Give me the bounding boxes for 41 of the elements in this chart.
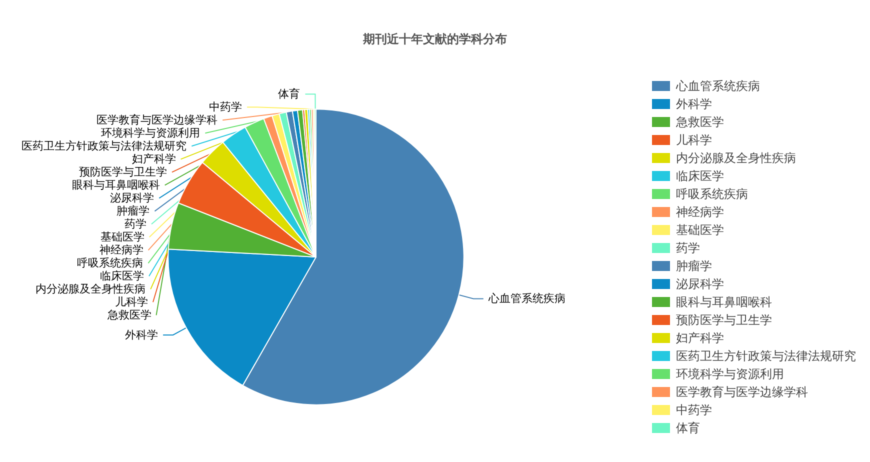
slice-label: 预防医学与卫生学 (78, 166, 167, 179)
slice-label: 环境科学与资源利用 (101, 126, 200, 140)
legend-label: 预防医学与卫生学 (676, 313, 772, 327)
slice-label: 儿科学 (114, 296, 148, 309)
legend-label: 外科学 (676, 97, 712, 111)
legend-label: 体育 (676, 421, 700, 435)
legend-label: 心血管系统疾病 (675, 79, 760, 93)
legend-label: 肿瘤学 (676, 259, 712, 273)
legend-label: 泌尿科学 (676, 277, 724, 291)
legend-label: 医学教育与医学边缘学科 (676, 385, 808, 399)
legend-label: 临床医学 (676, 169, 724, 183)
slice-label: 眼科与耳鼻咽喉科 (72, 178, 160, 192)
slice-label: 急救医学 (106, 308, 152, 322)
slice-label: 心血管系统疾病 (487, 292, 566, 306)
slice-label: 基础医学 (100, 230, 144, 244)
slice-label: 妇产科学 (132, 152, 176, 166)
legend-label: 中药学 (676, 403, 712, 417)
slice-label: 中药学 (209, 100, 242, 114)
legend-label: 神经病学 (676, 205, 724, 219)
slice-label: 临床医学 (100, 270, 144, 283)
legend-label: 环境科学与资源利用 (676, 367, 784, 381)
slice-label: 药学 (124, 218, 146, 231)
slice-label: 泌尿科学 (110, 192, 154, 205)
legend-label: 医药卫生方针政策与法律法规研究 (676, 349, 856, 363)
legend-label: 眼科与耳鼻咽喉科 (676, 295, 772, 309)
legend-label: 药学 (676, 241, 700, 255)
legend-label: 妇产科学 (676, 331, 724, 345)
legend-label: 基础医学 (676, 223, 724, 237)
legend-label: 内分泌腺及全身性疾病 (676, 151, 796, 165)
slice-label: 医学教育与医学边缘学科 (96, 114, 218, 127)
slice-label: 神经病学 (99, 244, 144, 257)
slice-label: 外科学 (125, 328, 158, 342)
chart-title: 期刊近十年文献的学科分布 (362, 32, 507, 46)
legend-label: 急救医学 (675, 115, 724, 129)
slice-label: 呼吸系统疾病 (77, 256, 144, 270)
slice-label: 医药卫生方针政策与法律法规研究 (22, 140, 187, 153)
legend-label: 儿科学 (676, 133, 712, 147)
slice-label: 肿瘤学 (116, 204, 150, 218)
slice-label: 体育 (278, 88, 300, 101)
legend-label: 呼吸系统疾病 (676, 187, 748, 201)
slice-label: 内分泌腺及全身性疾病 (36, 282, 146, 296)
